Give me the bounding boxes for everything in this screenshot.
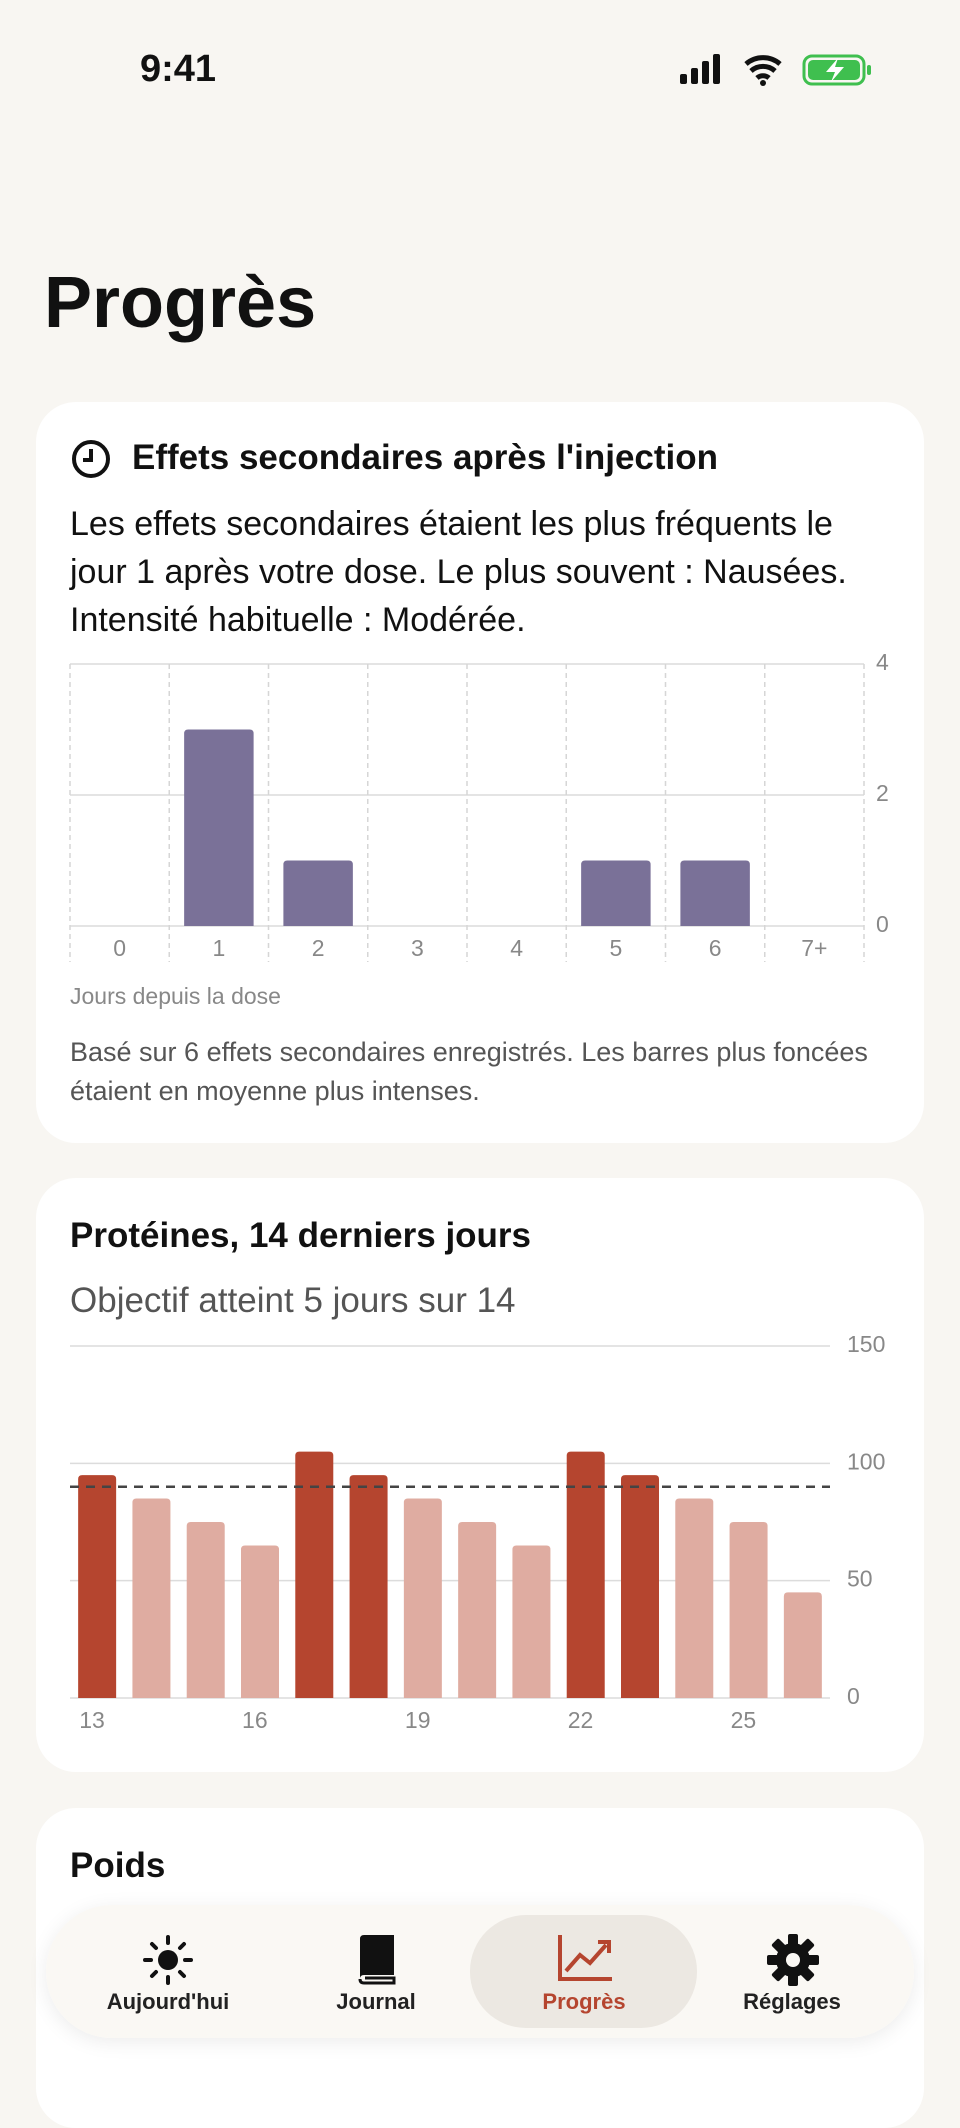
bar bbox=[241, 1545, 279, 1698]
x-tick-label: 19 bbox=[405, 1707, 431, 1733]
y-tick-label: 0 bbox=[847, 1683, 860, 1709]
card-note: Basé sur 6 effets secondaires enregistré… bbox=[70, 1037, 868, 1106]
bar bbox=[458, 1522, 497, 1698]
tab-settings[interactable]: Réglages bbox=[692, 1905, 892, 2038]
chart-icon bbox=[558, 1935, 612, 1981]
bar bbox=[566, 1451, 605, 1698]
x-tick-label: 25 bbox=[731, 1707, 757, 1733]
bar bbox=[512, 1545, 551, 1698]
side-effects-card bbox=[36, 402, 924, 1143]
charts: 0 2 4 0 1 2 3 4 5 6 7+ 0 50 100 150 13 16 19 22 25 bbox=[69, 649, 889, 1733]
bar bbox=[675, 1498, 714, 1698]
card-subtitle: Objectif atteint 5 jours sur 14 bbox=[70, 1281, 516, 1320]
bar bbox=[403, 1498, 442, 1698]
x-tick-label: 3 bbox=[411, 935, 424, 961]
bar bbox=[349, 1475, 388, 1698]
y-tick-label: 50 bbox=[847, 1566, 873, 1592]
bar bbox=[295, 1451, 334, 1698]
x-tick-label: 16 bbox=[242, 1707, 268, 1733]
tab-today[interactable]: Aujourd'hui bbox=[68, 1905, 268, 2038]
x-tick-label: 22 bbox=[568, 1707, 594, 1733]
card-title: Poids bbox=[70, 1846, 166, 1885]
tab-progress[interactable]: Progrès bbox=[484, 1905, 684, 2038]
status-time: 9:41 bbox=[140, 48, 217, 90]
y-tick-label: 0 bbox=[876, 911, 889, 937]
bar bbox=[132, 1498, 171, 1698]
x-tick-label: 13 bbox=[79, 1707, 105, 1733]
tab-label: Réglages bbox=[743, 1989, 841, 2014]
bar bbox=[283, 860, 353, 926]
sun-icon bbox=[143, 1935, 193, 1985]
status-icons bbox=[680, 54, 871, 86]
y-tick-label: 150 bbox=[847, 1331, 885, 1357]
x-tick-label: 4 bbox=[510, 935, 523, 961]
page-title: Progrès bbox=[44, 263, 317, 343]
bar bbox=[186, 1522, 225, 1698]
bar bbox=[184, 729, 254, 926]
book-icon bbox=[358, 1935, 396, 1985]
x-tick-label: 2 bbox=[312, 935, 325, 961]
tab-label: Aujourd'hui bbox=[106, 1989, 230, 2014]
card-title: Protéines, 14 derniers jours bbox=[70, 1216, 532, 1255]
x-tick-label: 5 bbox=[609, 935, 622, 961]
card-title: Effets secondaires après l'injection bbox=[132, 438, 719, 477]
bar bbox=[783, 1592, 822, 1698]
bar bbox=[581, 860, 651, 926]
x-tick-label: 7+ bbox=[801, 935, 827, 961]
gear-icon bbox=[767, 1934, 819, 1986]
tab-label: Progrès bbox=[542, 1989, 626, 2014]
y-tick-label: 4 bbox=[876, 649, 889, 675]
bar bbox=[729, 1522, 768, 1698]
tab-selected-pill bbox=[470, 1915, 697, 2028]
clock-icon bbox=[72, 440, 110, 478]
bar bbox=[78, 1475, 117, 1698]
bar bbox=[680, 860, 750, 926]
y-tick-label: 100 bbox=[847, 1448, 885, 1474]
x-tick-label: 0 bbox=[113, 935, 126, 961]
bar bbox=[621, 1475, 659, 1698]
x-axis-label: Jours depuis la dose bbox=[70, 983, 281, 1009]
tab-label: Journal bbox=[336, 1989, 416, 2014]
tab-journal[interactable]: Journal bbox=[276, 1905, 476, 2038]
card-description: Les effets secondaires étaient les plus … bbox=[70, 505, 847, 639]
x-tick-label: 6 bbox=[709, 935, 722, 961]
y-tick-label: 2 bbox=[876, 780, 889, 806]
x-tick-label: 1 bbox=[212, 935, 225, 961]
